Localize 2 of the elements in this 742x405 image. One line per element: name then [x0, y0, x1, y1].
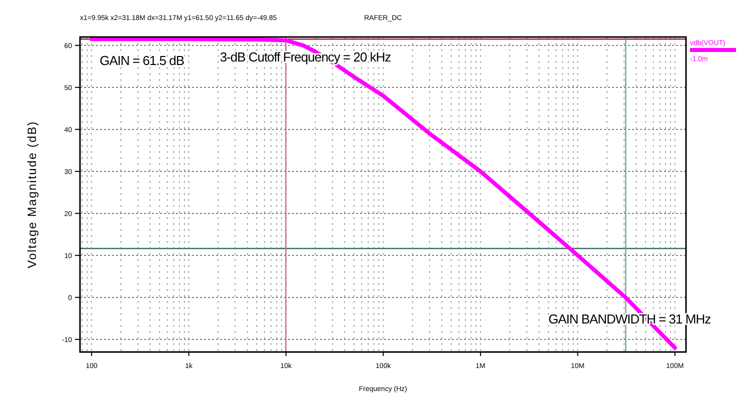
y-axis-title: Voltage Magnitude (dB): [25, 120, 39, 268]
annotation: GAIN = 61.5 dB: [100, 53, 184, 68]
